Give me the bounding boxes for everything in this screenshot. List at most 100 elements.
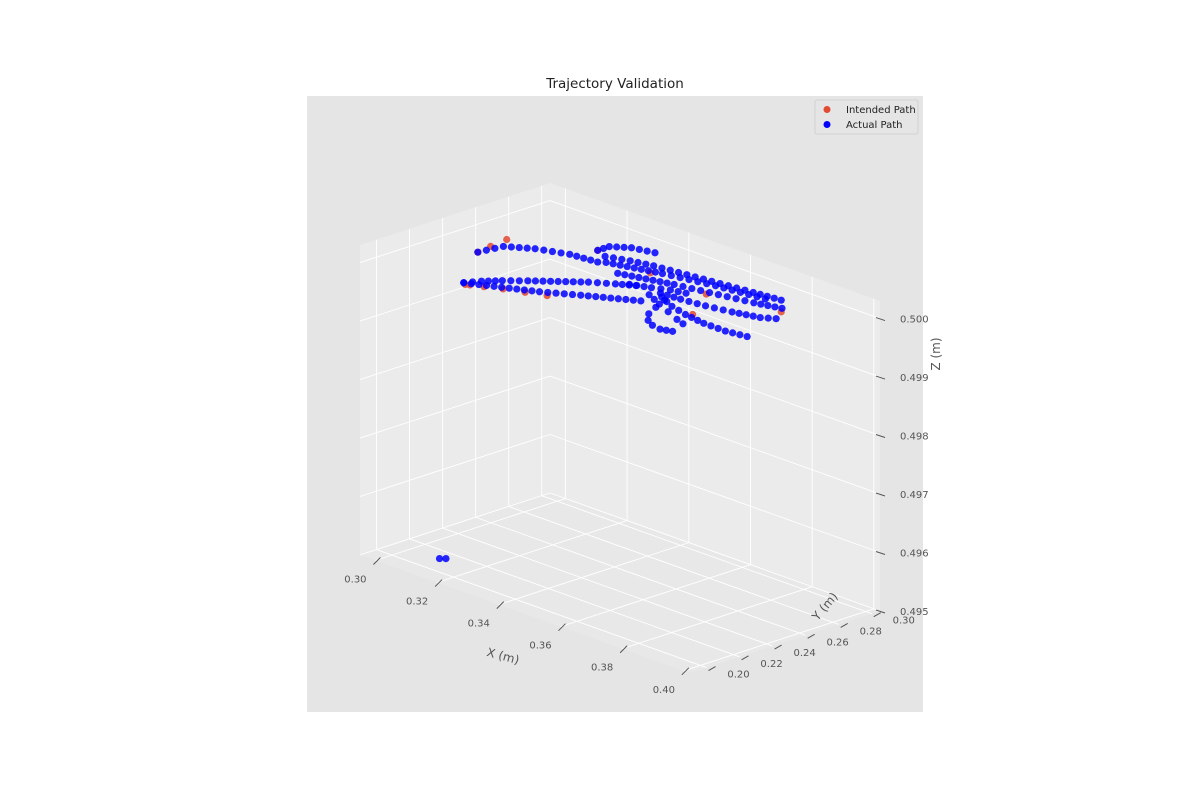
actual-path-point	[599, 244, 608, 253]
x-tick-mark	[681, 667, 690, 676]
z-tick-label: 0.499	[900, 373, 929, 384]
z-axis-label: Z (m)	[929, 337, 943, 370]
actual-path-point	[644, 316, 652, 324]
grid-line-z	[359, 434, 551, 497]
grid-line-y	[442, 527, 773, 647]
actual-path-point	[736, 331, 744, 339]
actual-path-point	[626, 257, 634, 265]
actual-path-point	[648, 321, 657, 329]
actual-path-point	[756, 313, 764, 322]
actual-path-point	[499, 242, 508, 251]
axis-panes	[360, 183, 880, 673]
grid-line-x	[560, 564, 751, 628]
actual-path-point	[656, 325, 664, 333]
actual-path-point	[644, 267, 652, 275]
actual-path-point	[602, 258, 610, 267]
actual-path-point	[577, 278, 585, 286]
actual-path-point	[685, 297, 693, 306]
z-tick-label: 0.495	[900, 607, 929, 618]
chart-title: Trajectory Validation	[545, 76, 684, 92]
grid-line-y	[376, 549, 707, 669]
actual-path-point	[616, 261, 624, 269]
actual-path-point	[750, 299, 758, 307]
actual-path-point	[524, 277, 532, 285]
actual-path-point	[642, 260, 650, 268]
actual-path-point	[577, 291, 585, 299]
y-tick-mark	[774, 644, 782, 650]
actual-path-point	[714, 291, 722, 299]
z-tick-mark	[875, 317, 886, 322]
grid-line-z	[549, 258, 881, 378]
grid-line-x	[622, 586, 813, 650]
x-tick-mark	[434, 579, 443, 587]
actual-path-point	[710, 304, 718, 312]
legend-box	[814, 99, 919, 135]
actual-path-point	[629, 296, 637, 304]
actual-path-point	[764, 314, 772, 322]
actual-path-point	[645, 310, 653, 318]
actual-path-point	[554, 277, 562, 286]
actual-path-point	[548, 247, 557, 256]
actual-path-point	[513, 285, 521, 293]
actual-path-point	[679, 320, 687, 328]
x-tick-label: 0.34	[468, 619, 490, 630]
actual-path-point	[491, 277, 499, 285]
actual-path-point	[622, 295, 630, 304]
actual-path-point	[658, 264, 666, 272]
actual-path-point	[745, 290, 753, 299]
actual-path-point	[682, 289, 690, 297]
actual-path-point	[618, 280, 626, 289]
actual-path-point	[505, 284, 513, 292]
actual-path-point	[700, 319, 708, 327]
actual-path-point	[535, 288, 544, 296]
actual-path-point	[777, 296, 785, 304]
x-tick-label: 0.40	[653, 685, 675, 696]
actual-path-point	[507, 277, 515, 285]
actual-path-point	[652, 303, 660, 311]
axis-ticks: 0.30 0.32 0.34 0.36 0.38 0.40 0.20 0.22 0.24 0.26…	[344, 315, 928, 696]
actual-path-point	[685, 276, 693, 284]
actual-path-point	[662, 326, 670, 334]
actual-path-point	[719, 306, 727, 314]
actual-path-point	[761, 295, 769, 303]
actual-path-point	[778, 304, 786, 312]
grid-line-z	[549, 375, 881, 495]
x-tick-label: 0.30	[344, 575, 366, 586]
pane-floor	[360, 493, 880, 673]
actual-path-point	[770, 294, 778, 302]
actual-path-point	[674, 287, 682, 296]
actual-path-point	[764, 301, 772, 310]
actual-path-point	[625, 280, 634, 288]
grid-line-y	[541, 495, 872, 615]
actual-path-point	[650, 295, 658, 304]
actual-path-point	[573, 252, 581, 260]
grid-line-z	[359, 375, 551, 439]
y-tick-label: 0.26	[827, 637, 849, 648]
z-tick-label: 0.496	[900, 549, 929, 560]
actual-path-point	[628, 272, 636, 280]
y-tick-mark	[873, 612, 881, 618]
actual-path-point	[520, 286, 528, 294]
intended-path-point	[503, 235, 511, 244]
grid-line-x	[683, 608, 874, 672]
actual-path-point	[491, 244, 499, 252]
x-tick-label: 0.32	[406, 597, 428, 608]
grid-line-z	[549, 317, 881, 436]
actual-path-point	[651, 268, 660, 276]
actual-path-point	[753, 293, 761, 301]
legend-label-actual: Actual Path	[846, 120, 902, 131]
actual-path-point	[594, 246, 602, 254]
actual-path-point	[703, 280, 711, 288]
actual-path-point	[605, 242, 613, 251]
actual-path-point	[623, 262, 631, 271]
actual-path-point	[607, 294, 615, 302]
actual-path-point	[721, 327, 729, 335]
actual-path-point	[660, 296, 669, 304]
grid-line-x	[498, 542, 689, 606]
actual-path-point	[667, 271, 675, 280]
actual-path-point	[560, 290, 568, 298]
actual-path-point	[647, 284, 656, 292]
actual-path-point	[618, 255, 626, 263]
actual-path-point	[435, 554, 444, 563]
actual-path-point	[614, 295, 622, 303]
